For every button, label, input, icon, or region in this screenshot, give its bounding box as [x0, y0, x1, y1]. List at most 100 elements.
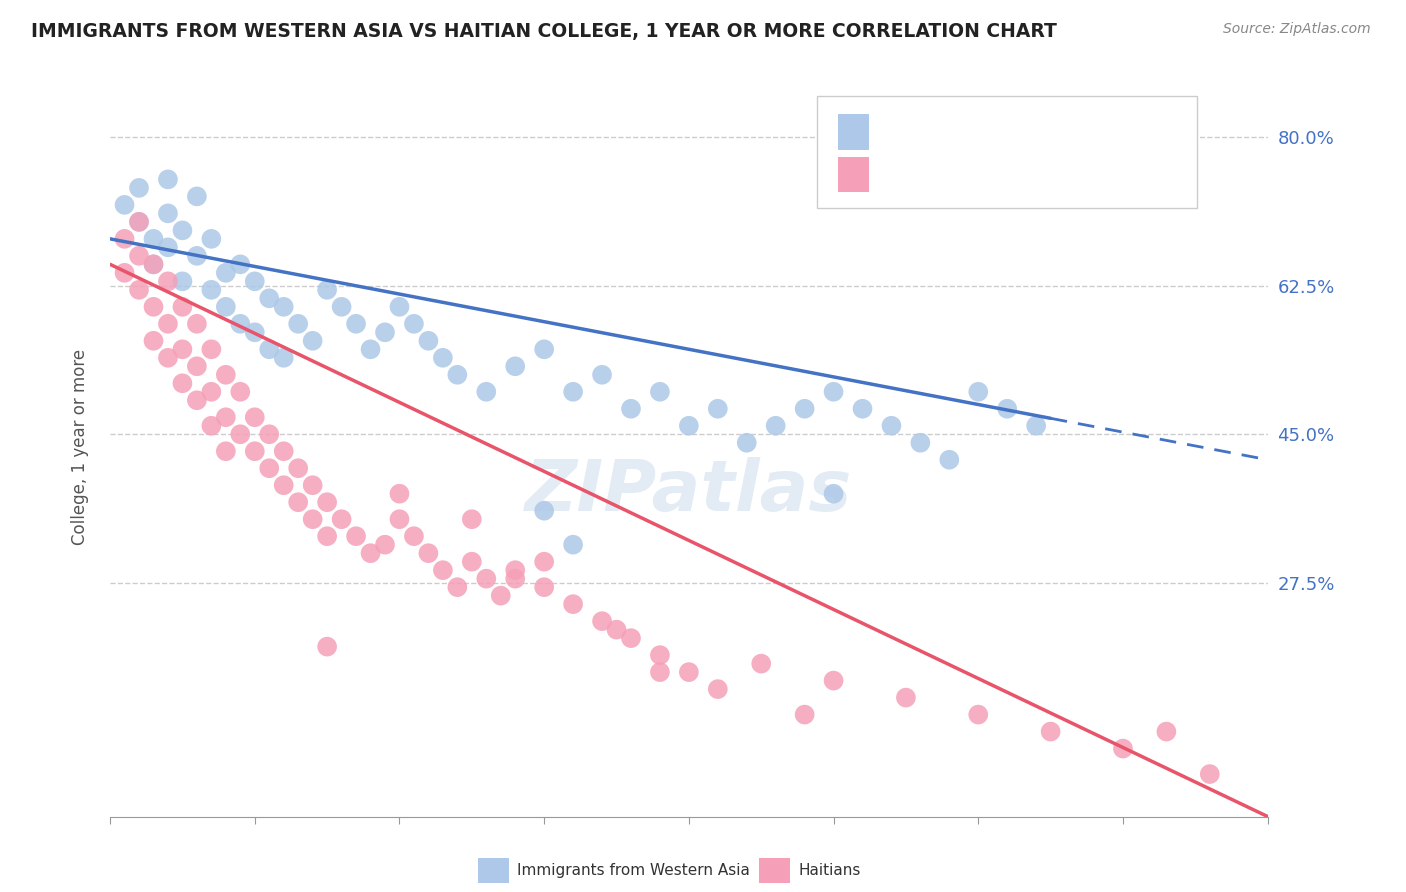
Point	[1025, 418, 1047, 433]
Point	[648, 648, 671, 662]
Point	[880, 418, 903, 433]
Point	[620, 631, 643, 645]
Point	[1039, 724, 1062, 739]
Point	[793, 401, 815, 416]
Text: R = -0.760: R = -0.760	[877, 166, 974, 184]
Point	[402, 529, 425, 543]
Point	[273, 444, 295, 458]
Point	[620, 401, 643, 416]
Point	[142, 300, 165, 314]
Point	[432, 563, 454, 577]
Text: ZIPatlas: ZIPatlas	[526, 457, 852, 525]
Point	[142, 232, 165, 246]
Point	[648, 384, 671, 399]
Point	[172, 343, 194, 357]
Point	[503, 563, 526, 577]
Point	[316, 495, 339, 509]
Point	[215, 300, 238, 314]
Point	[156, 274, 179, 288]
Point	[142, 257, 165, 271]
Point	[257, 343, 280, 357]
Point	[475, 384, 498, 399]
Point	[533, 504, 555, 518]
Point	[287, 461, 309, 475]
Point	[229, 384, 252, 399]
Point	[243, 444, 266, 458]
Point	[503, 572, 526, 586]
Point	[432, 351, 454, 365]
Point	[330, 300, 353, 314]
Point	[128, 215, 150, 229]
Point	[344, 529, 367, 543]
Point	[215, 444, 238, 458]
Point	[186, 317, 208, 331]
Point	[562, 384, 585, 399]
Point	[114, 266, 136, 280]
Point	[374, 538, 396, 552]
Point	[591, 368, 613, 382]
Point	[446, 580, 468, 594]
Point	[316, 640, 339, 654]
Point	[114, 232, 136, 246]
Point	[301, 478, 323, 492]
Point	[215, 368, 238, 382]
Point	[301, 512, 323, 526]
Point	[418, 334, 440, 348]
Point	[200, 343, 222, 357]
Point	[388, 512, 411, 526]
Point	[156, 317, 179, 331]
Point	[562, 597, 585, 611]
Point	[475, 572, 498, 586]
Point	[707, 401, 730, 416]
Point	[200, 418, 222, 433]
Point	[823, 486, 845, 500]
Point	[128, 249, 150, 263]
Point	[200, 384, 222, 399]
Point	[562, 538, 585, 552]
Point	[156, 240, 179, 254]
Point	[156, 206, 179, 220]
Point	[301, 334, 323, 348]
Point	[823, 384, 845, 399]
Point	[461, 555, 484, 569]
Point	[200, 232, 222, 246]
Point	[707, 682, 730, 697]
Point	[243, 326, 266, 340]
Point	[273, 351, 295, 365]
Point	[186, 359, 208, 374]
Point	[243, 274, 266, 288]
Point	[765, 418, 787, 433]
Point	[128, 181, 150, 195]
Point	[114, 198, 136, 212]
Point	[402, 317, 425, 331]
Point	[330, 512, 353, 526]
Point	[156, 172, 179, 186]
Point	[273, 300, 295, 314]
Point	[1198, 767, 1220, 781]
Y-axis label: College, 1 year or more: College, 1 year or more	[72, 349, 89, 545]
Point	[910, 435, 932, 450]
Point	[156, 351, 179, 365]
Point	[388, 486, 411, 500]
Point	[503, 359, 526, 374]
Point	[793, 707, 815, 722]
Text: Haitians: Haitians	[799, 863, 860, 878]
Point	[128, 283, 150, 297]
Point	[678, 665, 700, 679]
Point	[172, 300, 194, 314]
Point	[344, 317, 367, 331]
Point	[648, 665, 671, 679]
Point	[605, 623, 627, 637]
Point	[186, 249, 208, 263]
Point	[995, 401, 1018, 416]
Point	[967, 384, 990, 399]
Point	[316, 529, 339, 543]
Point	[215, 266, 238, 280]
Point	[967, 707, 990, 722]
Point	[172, 274, 194, 288]
Point	[257, 461, 280, 475]
Text: N = 73: N = 73	[1070, 166, 1133, 184]
Point	[172, 376, 194, 391]
Point	[388, 300, 411, 314]
Point	[287, 495, 309, 509]
